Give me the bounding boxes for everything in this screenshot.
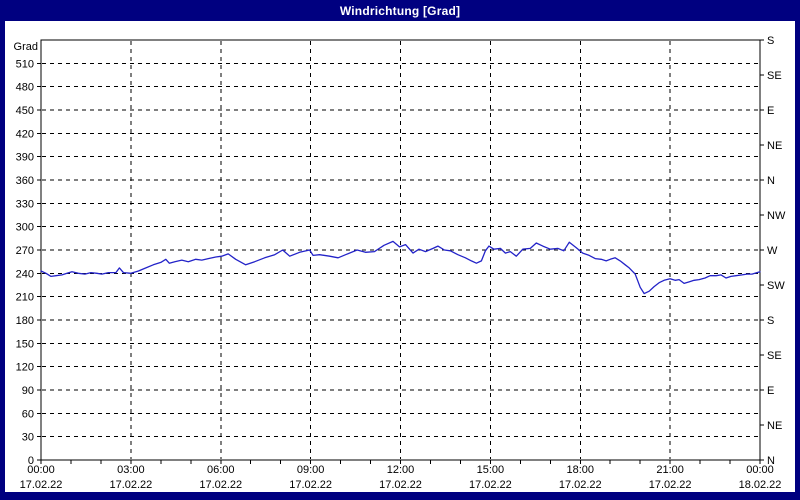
compass-label: N	[767, 175, 775, 187]
compass-label: SE	[767, 350, 782, 362]
compass-label: S	[767, 315, 774, 327]
y-tick-label: 240	[16, 268, 34, 280]
compass-label: S	[767, 35, 774, 47]
x-tick-time-label: 03:00	[117, 464, 145, 476]
x-tick-date-label: 17.02.22	[199, 479, 242, 491]
y-tick-label: 420	[16, 128, 34, 140]
y-tick-label: 450	[16, 105, 34, 117]
y-tick-label: 390	[16, 152, 34, 164]
x-tick-time-label: 18:00	[566, 464, 594, 476]
compass-label: SE	[767, 70, 782, 82]
x-tick-date-label: 17.02.22	[20, 479, 63, 491]
x-tick-date-label: 17.02.22	[559, 479, 602, 491]
y-tick-label: 0	[28, 455, 34, 467]
x-tick-time-label: 09:00	[297, 464, 325, 476]
compass-label: NW	[767, 210, 786, 222]
x-tick-date-label: 17.02.22	[109, 479, 152, 491]
x-tick-date-label: 17.02.22	[649, 479, 692, 491]
y-tick-label: 90	[22, 385, 34, 397]
title-bar: Windrichtung [Grad]	[0, 0, 800, 21]
y-tick-label: 150	[16, 338, 34, 350]
y-tick-label: 300	[16, 222, 34, 234]
x-tick-date-label: 17.02.22	[379, 479, 422, 491]
y-tick-label: 210	[16, 292, 34, 304]
x-tick-date-label: 17.02.22	[469, 479, 512, 491]
y-tick-label: 270	[16, 245, 34, 257]
y-tick-label: 510	[16, 58, 34, 70]
x-tick-date-label: 18.02.22	[739, 479, 782, 491]
compass-label: E	[767, 385, 774, 397]
compass-label: NE	[767, 140, 782, 152]
chart-title: Windrichtung [Grad]	[339, 3, 461, 18]
compass-label: SW	[767, 280, 785, 292]
compass-label: E	[767, 105, 774, 117]
y-axis-unit-label: Grad	[14, 41, 38, 53]
y-tick-label: 180	[16, 315, 34, 327]
compass-label: W	[767, 245, 778, 257]
x-tick-date-label: 17.02.22	[289, 479, 332, 491]
x-tick-time-label: 21:00	[656, 464, 684, 476]
y-tick-label: 30	[22, 432, 34, 444]
x-tick-time-label: 06:00	[207, 464, 235, 476]
x-tick-time-label: 15:00	[477, 464, 505, 476]
y-tick-label: 360	[16, 175, 34, 187]
x-tick-time-label: 00:00	[27, 464, 55, 476]
x-tick-time-label: 12:00	[387, 464, 415, 476]
x-tick-time-label: 00:00	[746, 464, 774, 476]
wind-direction-line	[40, 240, 761, 295]
y-tick-label: 120	[16, 362, 34, 374]
y-tick-label: 480	[16, 82, 34, 94]
y-tick-label: 60	[22, 408, 34, 420]
y-tick-label: 330	[16, 198, 34, 210]
compass-label: NE	[767, 420, 782, 432]
compass-label: N	[767, 455, 775, 467]
